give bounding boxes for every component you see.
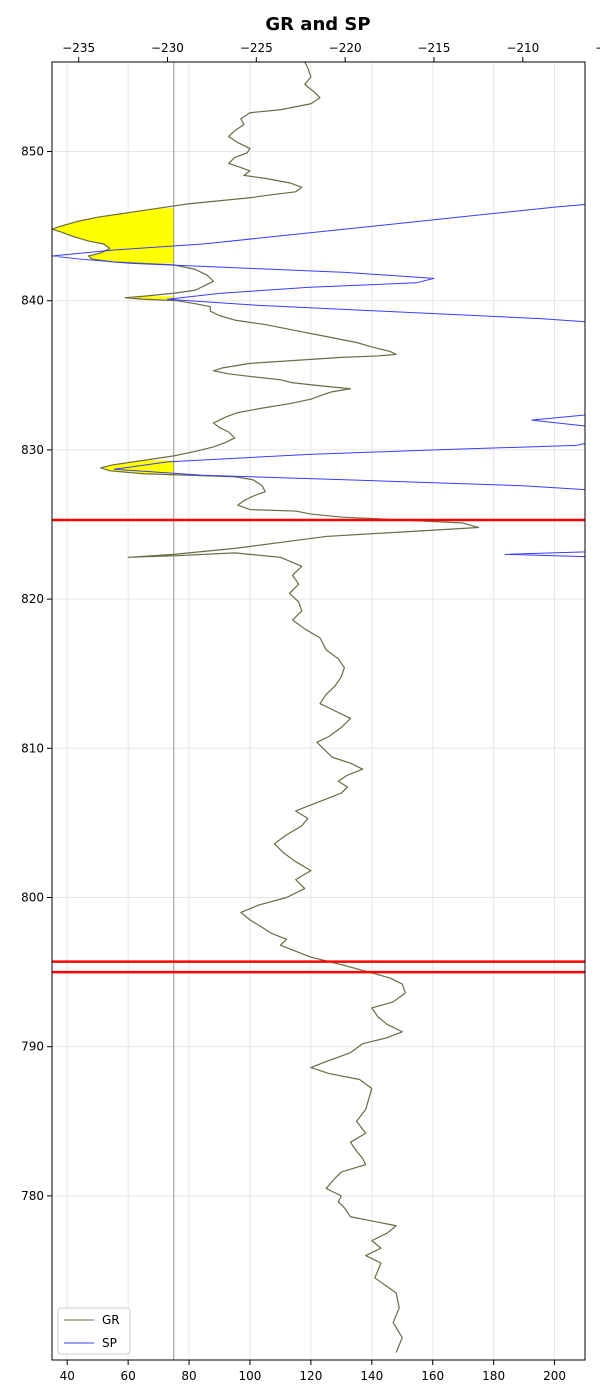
gr-series-line [52, 62, 479, 1353]
x-tick-label-bottom: 80 [181, 1369, 196, 1383]
x-tick-label-top: −235 [62, 41, 95, 55]
x-tick-label-bottom: 120 [299, 1369, 322, 1383]
chart-title: GR and SP [265, 14, 370, 35]
legend: GR SP [57, 1307, 131, 1355]
x-tick-label-bottom: 180 [482, 1369, 505, 1383]
x-axis-bottom: 40 60 80 100 120 140 160 180 200 [60, 1360, 566, 1383]
x-tick-label-bottom: 140 [360, 1369, 383, 1383]
plot-frame [51, 61, 586, 1361]
x-axis-top: −235−230−225−220−215−210−205−200 [62, 41, 600, 62]
marker-layer [52, 518, 585, 974]
y-tick-label: 780 [21, 1189, 44, 1203]
x-tick-label-top: −230 [151, 41, 184, 55]
x-tick-label-top: −205 [595, 41, 600, 55]
y-tick-label: 850 [21, 145, 44, 159]
y-tick-label: 820 [21, 592, 44, 606]
y-tick-label: 830 [21, 443, 44, 457]
y-tick-label: 810 [21, 741, 44, 755]
y-tick-label: 840 [21, 294, 44, 308]
y-tick-label: 800 [21, 890, 44, 904]
series-layer [52, 62, 585, 1353]
x-tick-label-bottom: 200 [543, 1369, 566, 1383]
legend-gr-label: GR [102, 1313, 120, 1327]
y-tick-label: 790 [21, 1040, 44, 1054]
x-tick-label-top: −220 [329, 41, 362, 55]
x-tick-label-top: −210 [506, 41, 539, 55]
sp-series-line [52, 203, 585, 558]
grid-layer [52, 62, 585, 1360]
y-axis-left: 780 790 800 810 820 830 840 850 [21, 145, 52, 1203]
x-tick-label-bottom: 60 [121, 1369, 136, 1383]
gr-fill-area [52, 208, 174, 264]
x-tick-label-bottom: 160 [421, 1369, 444, 1383]
legend-sp-label: SP [102, 1336, 117, 1350]
x-tick-label-bottom: 40 [60, 1369, 75, 1383]
x-tick-label-bottom: 100 [239, 1369, 262, 1383]
x-tick-label-top: −215 [417, 41, 450, 55]
x-tick-label-top: −225 [240, 41, 273, 55]
